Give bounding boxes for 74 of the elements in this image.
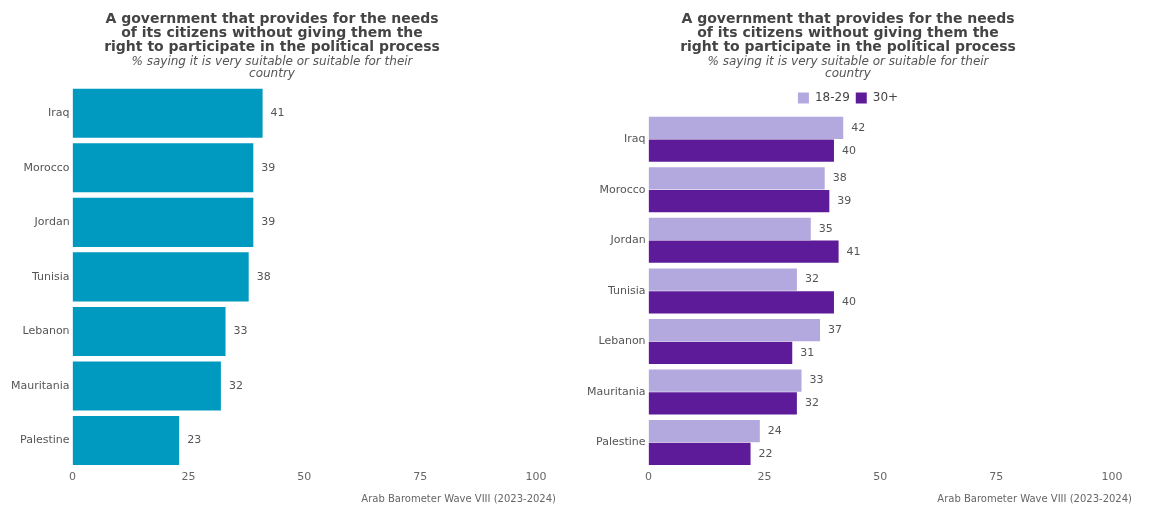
data-label: 38 <box>256 269 271 283</box>
bar <box>72 415 180 466</box>
bar <box>648 420 760 443</box>
data-label: 37 <box>828 322 843 336</box>
bar <box>648 318 821 342</box>
y-tick-label: Palestine <box>596 435 646 449</box>
bar <box>648 392 797 415</box>
x-tick-label: 50 <box>873 470 888 484</box>
bar <box>648 268 797 291</box>
bar <box>648 217 811 241</box>
text: Arab Barometer Wave VIII (2023-2024) <box>361 492 557 504</box>
data-label: 24 <box>767 424 782 438</box>
data-label: 32 <box>804 396 819 410</box>
y-tick-label: Mauritania <box>10 378 70 392</box>
x-tick-label: 0 <box>645 470 653 484</box>
data-label: 42 <box>851 120 866 134</box>
text: Arab Barometer Wave VIII (2023-2024) <box>937 492 1133 504</box>
chart-subtitle: % saying it is very suitable or suitable for their country <box>131 54 414 81</box>
y-tick-label: Jordan <box>33 215 70 229</box>
data-label: 33 <box>809 373 824 387</box>
legend-label: 18-29 <box>814 90 850 105</box>
data-label: 41 <box>846 244 861 258</box>
y-tick-label: Tunisia <box>607 283 646 297</box>
data-label: 22 <box>758 446 773 460</box>
x-tick-label: 75 <box>989 470 1004 484</box>
data-label: 38 <box>832 171 847 185</box>
bar <box>72 361 221 411</box>
x-tick-label: 100 <box>1101 470 1123 484</box>
data-label: 32 <box>804 272 819 286</box>
data-label: 40 <box>841 143 856 157</box>
bar <box>648 116 844 140</box>
legend-label: 30+ <box>872 90 899 105</box>
bar <box>648 139 834 162</box>
y-tick-label: Iraq <box>624 132 646 146</box>
data-label: 41 <box>270 106 285 120</box>
y-tick-label: Mauritania <box>586 384 646 398</box>
y-tick-label: Jordan <box>609 233 646 247</box>
data-label: 23 <box>187 433 202 447</box>
bar <box>648 369 802 392</box>
data-label: 39 <box>837 194 852 208</box>
bar <box>72 197 254 247</box>
x-tick-label: 100 <box>525 470 547 484</box>
bar <box>648 240 839 263</box>
data-label: 40 <box>841 295 856 309</box>
bar <box>72 306 226 356</box>
x-tick-label: 75 <box>413 470 428 484</box>
y-tick-label: Palestine <box>20 433 70 447</box>
y-tick-label: Tunisia <box>31 269 70 283</box>
bar <box>72 252 249 302</box>
chart-subtitle: % saying it is very suitable or suitable for their country <box>707 54 990 81</box>
y-tick-label: Lebanon <box>598 334 646 348</box>
bar <box>72 143 254 193</box>
data-label: 32 <box>228 378 243 392</box>
y-tick-label: Iraq <box>48 106 70 120</box>
data-label: 33 <box>233 324 248 338</box>
x-tick-label: 0 <box>69 470 77 484</box>
y-tick-label: Morocco <box>599 182 646 196</box>
x-tick-label: 50 <box>297 470 312 484</box>
data-label: 39 <box>261 215 276 229</box>
x-tick-label: 25 <box>757 470 772 484</box>
data-label: 39 <box>261 160 276 174</box>
chart-title: A government that provides for the needs of its citizens without giving them the right to participate in the political process <box>104 9 440 54</box>
data-label: 35 <box>818 221 833 235</box>
bar <box>648 442 751 466</box>
data-label: 31 <box>800 345 815 359</box>
x-tick-label: 25 <box>181 470 196 484</box>
bar <box>72 88 263 138</box>
y-tick-label: Lebanon <box>22 324 70 338</box>
bar <box>648 190 830 213</box>
y-tick-label: Morocco <box>23 160 70 174</box>
bar <box>648 341 793 364</box>
bar <box>648 167 825 190</box>
bar <box>648 291 834 314</box>
chart-title: A government that provides for the needs of its citizens without giving them the right to participate in the political process <box>680 9 1016 54</box>
